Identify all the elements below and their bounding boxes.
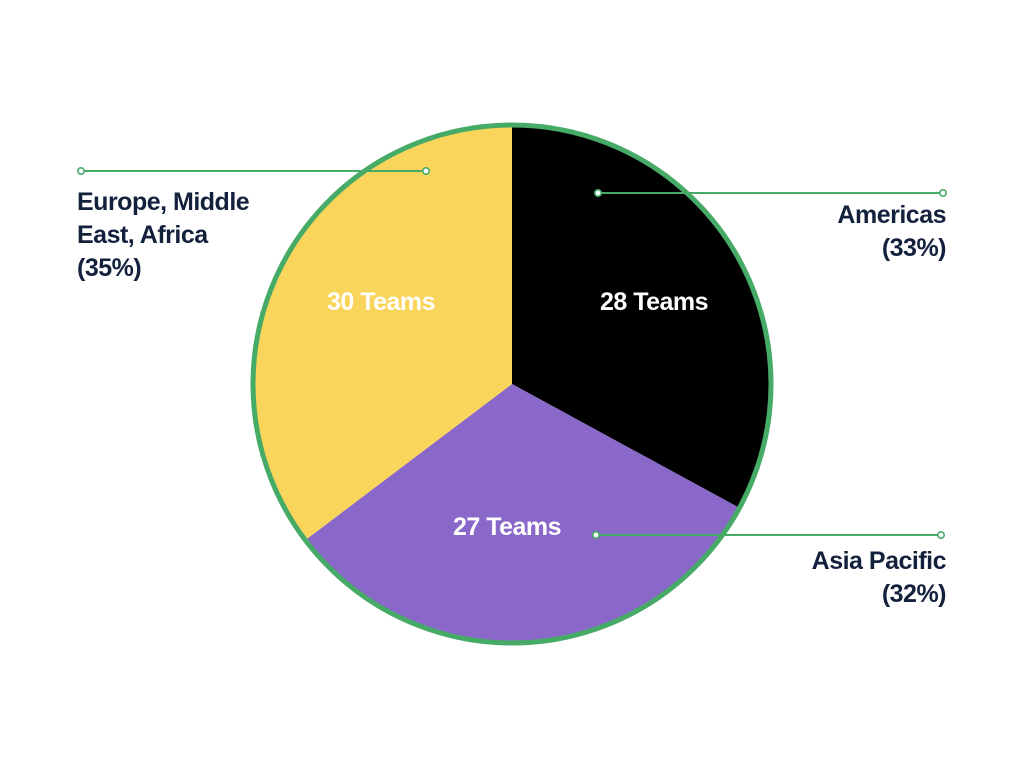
callout-label-americas-line1: Americas	[837, 201, 946, 229]
pie-slice-asia-pacific	[305, 384, 740, 643]
pie-outline	[250, 122, 774, 646]
callout-dot-asia-pacific-inner	[591, 530, 600, 539]
callout-label-emea-line3: (35%)	[77, 254, 141, 282]
callout-dot-asia-pacific-outer	[936, 530, 945, 539]
slice-label-americas: 28 Teams	[600, 288, 708, 316]
callout-label-asia-pacific-line1: Asia Pacific	[812, 547, 947, 575]
callout-dot-americas-inner	[593, 189, 602, 198]
callout-emea: Europe, Middle East, Africa (35%)	[77, 167, 430, 282]
slice-label-emea: 30 Teams	[327, 288, 435, 316]
callout-label-emea-line2: East, Africa	[77, 221, 209, 249]
callout-americas: Americas (33%)	[593, 189, 947, 262]
pie-slice-americas	[512, 125, 771, 508]
callout-dot-americas-outer	[938, 189, 947, 198]
slice-label-asia-pacific: 27 Teams	[453, 513, 561, 541]
callout-label-asia-pacific-line2: (32%)	[882, 580, 946, 608]
pie-slice-emea	[252, 125, 512, 541]
callout-asia-pacific: Asia Pacific (32%)	[591, 530, 947, 608]
callout-dot-emea-outer	[77, 167, 86, 176]
callout-label-emea-line1: Europe, Middle	[77, 188, 250, 216]
callout-dot-emea-inner	[421, 167, 430, 176]
callout-label-americas-line2: (33%)	[882, 234, 946, 262]
